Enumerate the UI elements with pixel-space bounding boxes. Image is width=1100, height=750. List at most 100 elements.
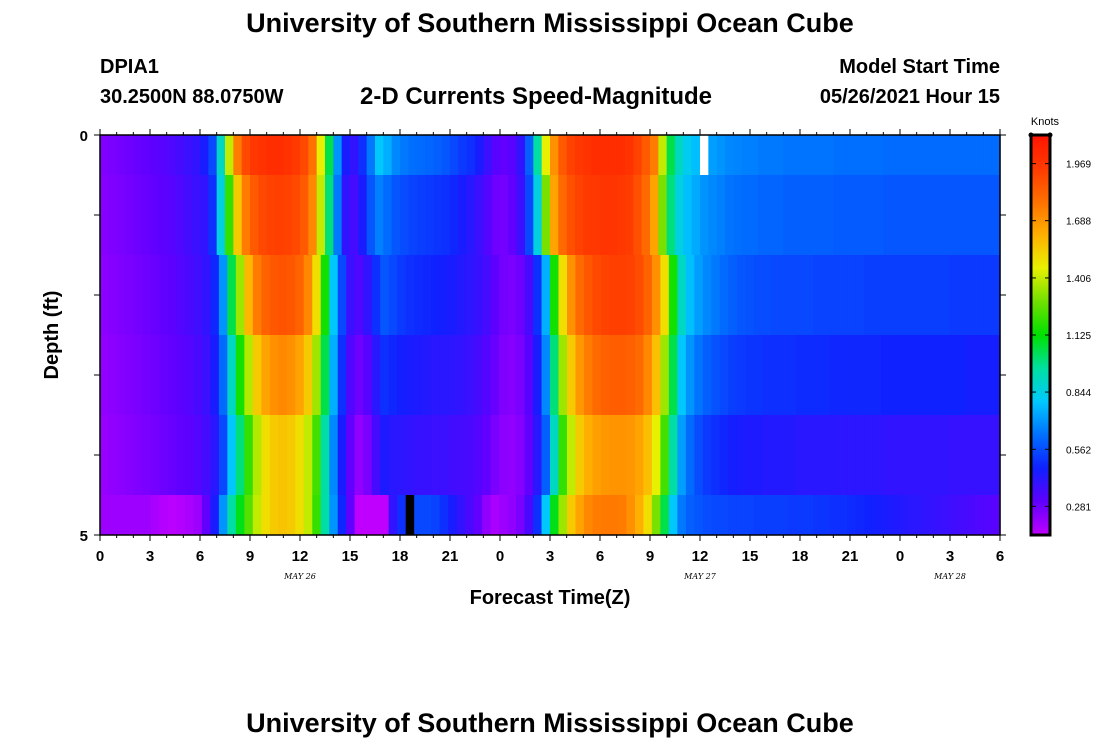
- heatmap-cell: [100, 175, 109, 255]
- heatmap-cell: [388, 495, 398, 535]
- heatmap-cell: [975, 175, 984, 255]
- heatmap-cell: [838, 255, 848, 335]
- heatmap-cell: [775, 135, 784, 175]
- heatmap-cell: [634, 495, 644, 535]
- heatmap-cell: [675, 135, 684, 175]
- heatmap-cell: [329, 335, 339, 415]
- heatmap-cell: [626, 415, 636, 495]
- heatmap-cell: [758, 135, 768, 175]
- heatmap-cell: [333, 175, 343, 255]
- heatmap-cell: [864, 335, 874, 415]
- heatmap-cell: [550, 415, 560, 495]
- heatmap-cell: [108, 495, 118, 535]
- heatmap-cell: [371, 415, 381, 495]
- heatmap-cell: [414, 495, 424, 535]
- heatmap-cell: [516, 175, 526, 255]
- heatmap-cell: [448, 255, 458, 335]
- heatmap-cell: [475, 135, 484, 175]
- heatmap-cell: [235, 255, 245, 335]
- heatmap-cell: [974, 415, 984, 495]
- heatmap-cell: [541, 135, 551, 175]
- heatmap-cell: [813, 495, 823, 535]
- heatmap-cell: [728, 495, 738, 535]
- heatmap-cell: [958, 135, 968, 175]
- heatmap-cell: [677, 415, 687, 495]
- heatmap-cell: [266, 175, 276, 255]
- heatmap-cell: [641, 135, 651, 175]
- heatmap-cell: [796, 415, 806, 495]
- heatmap-cell: [286, 255, 296, 335]
- heatmap-cell: [825, 175, 834, 255]
- heatmap-cell: [762, 415, 772, 495]
- heatmap-cell: [286, 335, 296, 415]
- heatmap-cell: [150, 415, 161, 495]
- heatmap-cell: [269, 255, 279, 335]
- heatmap-cell: [329, 415, 339, 495]
- heatmap-cell: [175, 175, 184, 255]
- heatmap-cell: [278, 255, 288, 335]
- heatmap-cell: [388, 255, 398, 335]
- heatmap-cell: [218, 495, 228, 535]
- heatmap-cell: [312, 255, 322, 335]
- heatmap-cell: [346, 255, 356, 335]
- heatmap-cell: [787, 415, 797, 495]
- heatmap-cell: [375, 175, 384, 255]
- heatmap-cell: [916, 175, 926, 255]
- heatmap-cell: [932, 335, 942, 415]
- heatmap-cell: [779, 335, 789, 415]
- heatmap-cell: [666, 175, 676, 255]
- heatmap-cell: [167, 495, 178, 535]
- heatmap-cell: [312, 495, 322, 535]
- heatmap-cell: [482, 255, 492, 335]
- heatmap-cell: [787, 255, 797, 335]
- colorbar-tick-label: 1.969: [1066, 160, 1091, 171]
- heatmap-cell: [354, 495, 364, 535]
- heatmap-cell: [641, 175, 651, 255]
- heatmap-cell: [116, 135, 126, 175]
- heatmap-cell: [218, 415, 228, 495]
- heatmap-cell: [796, 255, 806, 335]
- heatmap-cell: [694, 415, 704, 495]
- heatmap-cell: [448, 495, 458, 535]
- heatmap-cell: [626, 335, 636, 415]
- heatmap-cell: [208, 175, 218, 255]
- heatmap-cell: [796, 495, 806, 535]
- heatmap-cell: [983, 255, 993, 335]
- x-axis-label: Forecast Time(Z): [470, 587, 631, 609]
- heatmap-cell: [830, 495, 840, 535]
- heatmap-cell: [775, 175, 784, 255]
- heatmap-cell: [841, 175, 851, 255]
- heatmap-cell: [541, 255, 551, 335]
- heatmap-cell: [391, 135, 401, 175]
- heatmap-cell: [158, 135, 168, 175]
- y-tick-label: 5: [80, 528, 88, 545]
- heatmap-cell: [736, 495, 746, 535]
- heatmap-cell: [816, 135, 826, 175]
- heatmap-cell: [932, 255, 942, 335]
- heatmap-cell: [320, 255, 330, 335]
- heatmap-cell: [694, 335, 704, 415]
- heatmap-cell: [983, 335, 993, 415]
- heatmap-cell: [210, 415, 220, 495]
- heatmap-cell: [566, 175, 576, 255]
- heatmap-cell: [142, 415, 152, 495]
- heatmap-cell: [766, 175, 776, 255]
- heatmap-cell: [159, 495, 169, 535]
- heatmap-cell: [320, 415, 330, 495]
- heatmap-cell: [677, 495, 687, 535]
- heatmap-cell: [651, 255, 661, 335]
- heatmap-cell: [864, 415, 874, 495]
- heatmap-cell: [414, 335, 424, 415]
- heatmap-cell: [408, 135, 418, 175]
- heatmap-cell: [966, 135, 976, 175]
- heatmap-cell: [583, 175, 593, 255]
- heatmap-cell: [719, 415, 729, 495]
- heatmap-cell: [125, 255, 135, 335]
- heatmap-cell: [923, 495, 933, 535]
- heatmap-cell: [608, 175, 618, 255]
- heatmap-cell: [821, 415, 831, 495]
- heatmap-cell: [855, 335, 865, 415]
- heatmap-cell: [193, 335, 203, 415]
- heatmap-cell: [491, 135, 501, 175]
- heatmap-cell: [465, 255, 475, 335]
